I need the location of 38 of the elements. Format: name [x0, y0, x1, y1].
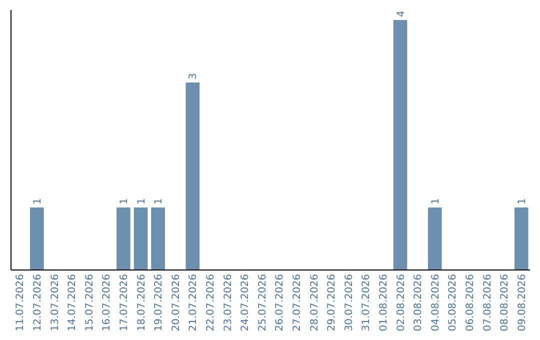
x-tick-label: 15.07.2026 — [84, 274, 96, 332]
x-tick-label: 13.07.2026 — [50, 274, 61, 332]
x-tick-label: 23.07.2026 — [222, 274, 234, 332]
x-tick-label: 28.07.2026 — [309, 274, 320, 332]
x-tick-label: 02.08.2026 — [396, 274, 407, 332]
x-tick-label: 07.08.2026 — [482, 274, 494, 332]
x-tick-label: 16.07.2026 — [102, 274, 113, 332]
x-tick-label: 26.07.2026 — [274, 274, 286, 332]
x-tick-label: 21.07.2026 — [188, 274, 200, 332]
x-tick-label: 03.08.2026 — [413, 274, 424, 332]
x-tick-label: 29.07.2026 — [326, 274, 338, 332]
x-tick-label: 11.07.2026 — [15, 274, 26, 332]
data-label: 1 — [430, 198, 442, 204]
x-tick-label: 17.07.2026 — [118, 274, 130, 332]
x-tick-label: 18.07.2026 — [136, 274, 148, 332]
data-label: 1 — [32, 198, 44, 204]
data-label: 3 — [188, 73, 200, 80]
data-label: 1 — [136, 198, 148, 204]
x-tick-label: 20.07.2026 — [170, 274, 182, 332]
x-tick-label: 22.07.2026 — [205, 274, 216, 332]
x-tick-label: 05.08.2026 — [448, 274, 459, 332]
x-tick-label: 01.08.2026 — [378, 274, 390, 332]
data-label: 1 — [516, 198, 528, 204]
x-tick-label: 27.07.2026 — [292, 274, 303, 332]
x-tick-label: 25.07.2026 — [257, 274, 268, 332]
x-tick-label: 06.08.2026 — [464, 274, 476, 332]
x-tick-label: 09.08.2026 — [516, 274, 528, 332]
x-tick-label: 30.07.2026 — [344, 274, 355, 332]
x-tick-label: 31.07.2026 — [361, 274, 372, 332]
x-tick-label: 08.08.2026 — [500, 274, 511, 332]
x-tick-label: 24.07.2026 — [240, 274, 252, 332]
x-tick-label: 14.07.2026 — [67, 274, 78, 332]
x-tick-label: 04.08.2026 — [430, 274, 442, 332]
x-tick-label: 12.07.2026 — [32, 274, 44, 332]
data-label: 4 — [396, 10, 407, 17]
data-label: 1 — [154, 198, 165, 204]
data-label: 1 — [118, 198, 130, 204]
x-tick-label: 19.07.2026 — [154, 274, 165, 332]
